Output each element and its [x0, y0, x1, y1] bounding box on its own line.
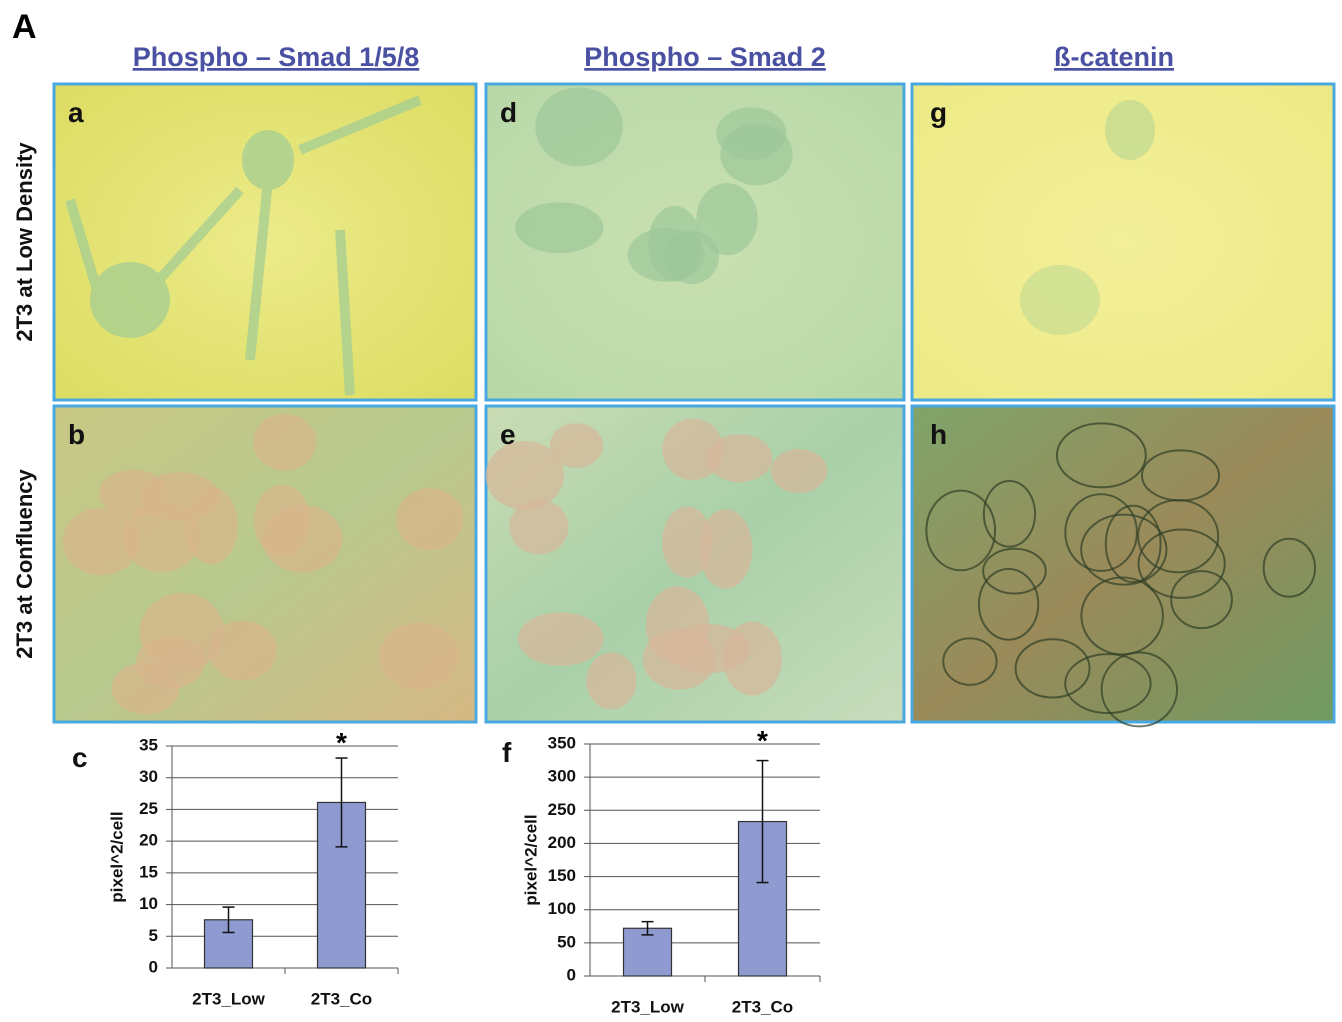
- row-label: 2T3 at Low Density: [12, 142, 37, 342]
- y-tick-label: 150: [548, 866, 576, 885]
- panel-letter: d: [500, 97, 517, 128]
- y-tick-label: 35: [139, 735, 158, 754]
- cell-shape: [720, 124, 792, 186]
- y-axis-label: pixel^2/cell: [521, 814, 540, 905]
- significance-mark: *: [757, 725, 768, 756]
- significance-mark: *: [336, 727, 347, 758]
- panel-letter: c: [72, 742, 88, 773]
- cell-shape: [396, 488, 464, 550]
- panel-letter: b: [68, 419, 85, 450]
- cell-shape: [662, 507, 712, 578]
- cell-shape: [123, 501, 200, 572]
- figure-label: A: [12, 8, 37, 46]
- row-label: 2T3 at Confluency: [12, 468, 37, 658]
- cell-shape: [509, 500, 568, 555]
- panel-letter: g: [930, 97, 947, 128]
- cell-shape: [380, 623, 460, 690]
- y-tick-label: 50: [557, 932, 576, 951]
- cell-shape: [140, 593, 224, 672]
- y-tick-label: 5: [149, 926, 158, 945]
- cell-shape: [253, 414, 316, 471]
- cell-shape: [518, 612, 604, 666]
- cell-shape: [586, 652, 636, 709]
- cell-shape: [535, 87, 623, 166]
- column-header: Phospho – Smad 2: [584, 42, 826, 72]
- y-tick-label: 200: [548, 833, 576, 852]
- column-header: ß-catenin: [1054, 42, 1174, 72]
- x-tick-label: 2T3_Low: [611, 997, 685, 1016]
- y-tick-label: 25: [139, 799, 158, 818]
- cell-shape: [515, 202, 603, 253]
- y-tick-label: 300: [548, 767, 576, 786]
- panel-letter: e: [500, 419, 516, 450]
- y-tick-label: 30: [139, 767, 158, 786]
- micrographs: [54, 84, 1334, 726]
- y-tick-label: 15: [139, 862, 158, 881]
- y-tick-label: 20: [139, 831, 158, 850]
- x-tick-label: 2T3_Low: [192, 989, 266, 1008]
- cell-shape: [696, 183, 757, 255]
- y-tick-label: 250: [548, 800, 576, 819]
- y-tick-label: 100: [548, 899, 576, 918]
- cell-shape: [262, 505, 342, 573]
- cell-shape: [706, 434, 772, 482]
- y-tick-label: 0: [567, 965, 576, 984]
- panel-letter: h: [930, 419, 947, 450]
- x-tick-label: 2T3_Co: [311, 989, 372, 1008]
- panel-letter: a: [68, 97, 84, 128]
- cell-shape: [646, 586, 710, 663]
- y-tick-label: 350: [548, 733, 576, 752]
- cell-shape: [628, 228, 705, 282]
- x-tick-label: 2T3_Co: [732, 997, 793, 1016]
- panel-letter: f: [502, 737, 512, 768]
- y-tick-label: 0: [149, 957, 158, 976]
- column-header: Phospho – Smad 1/5/8: [133, 42, 420, 72]
- figure: A Phospho – Smad 1/5/8 Phospho – Smad 2 …: [0, 0, 1342, 1022]
- y-axis-label: pixel^2/cell: [107, 811, 126, 902]
- cell-shape: [771, 449, 828, 493]
- y-tick-label: 10: [139, 894, 158, 913]
- cell-shape: [550, 423, 603, 468]
